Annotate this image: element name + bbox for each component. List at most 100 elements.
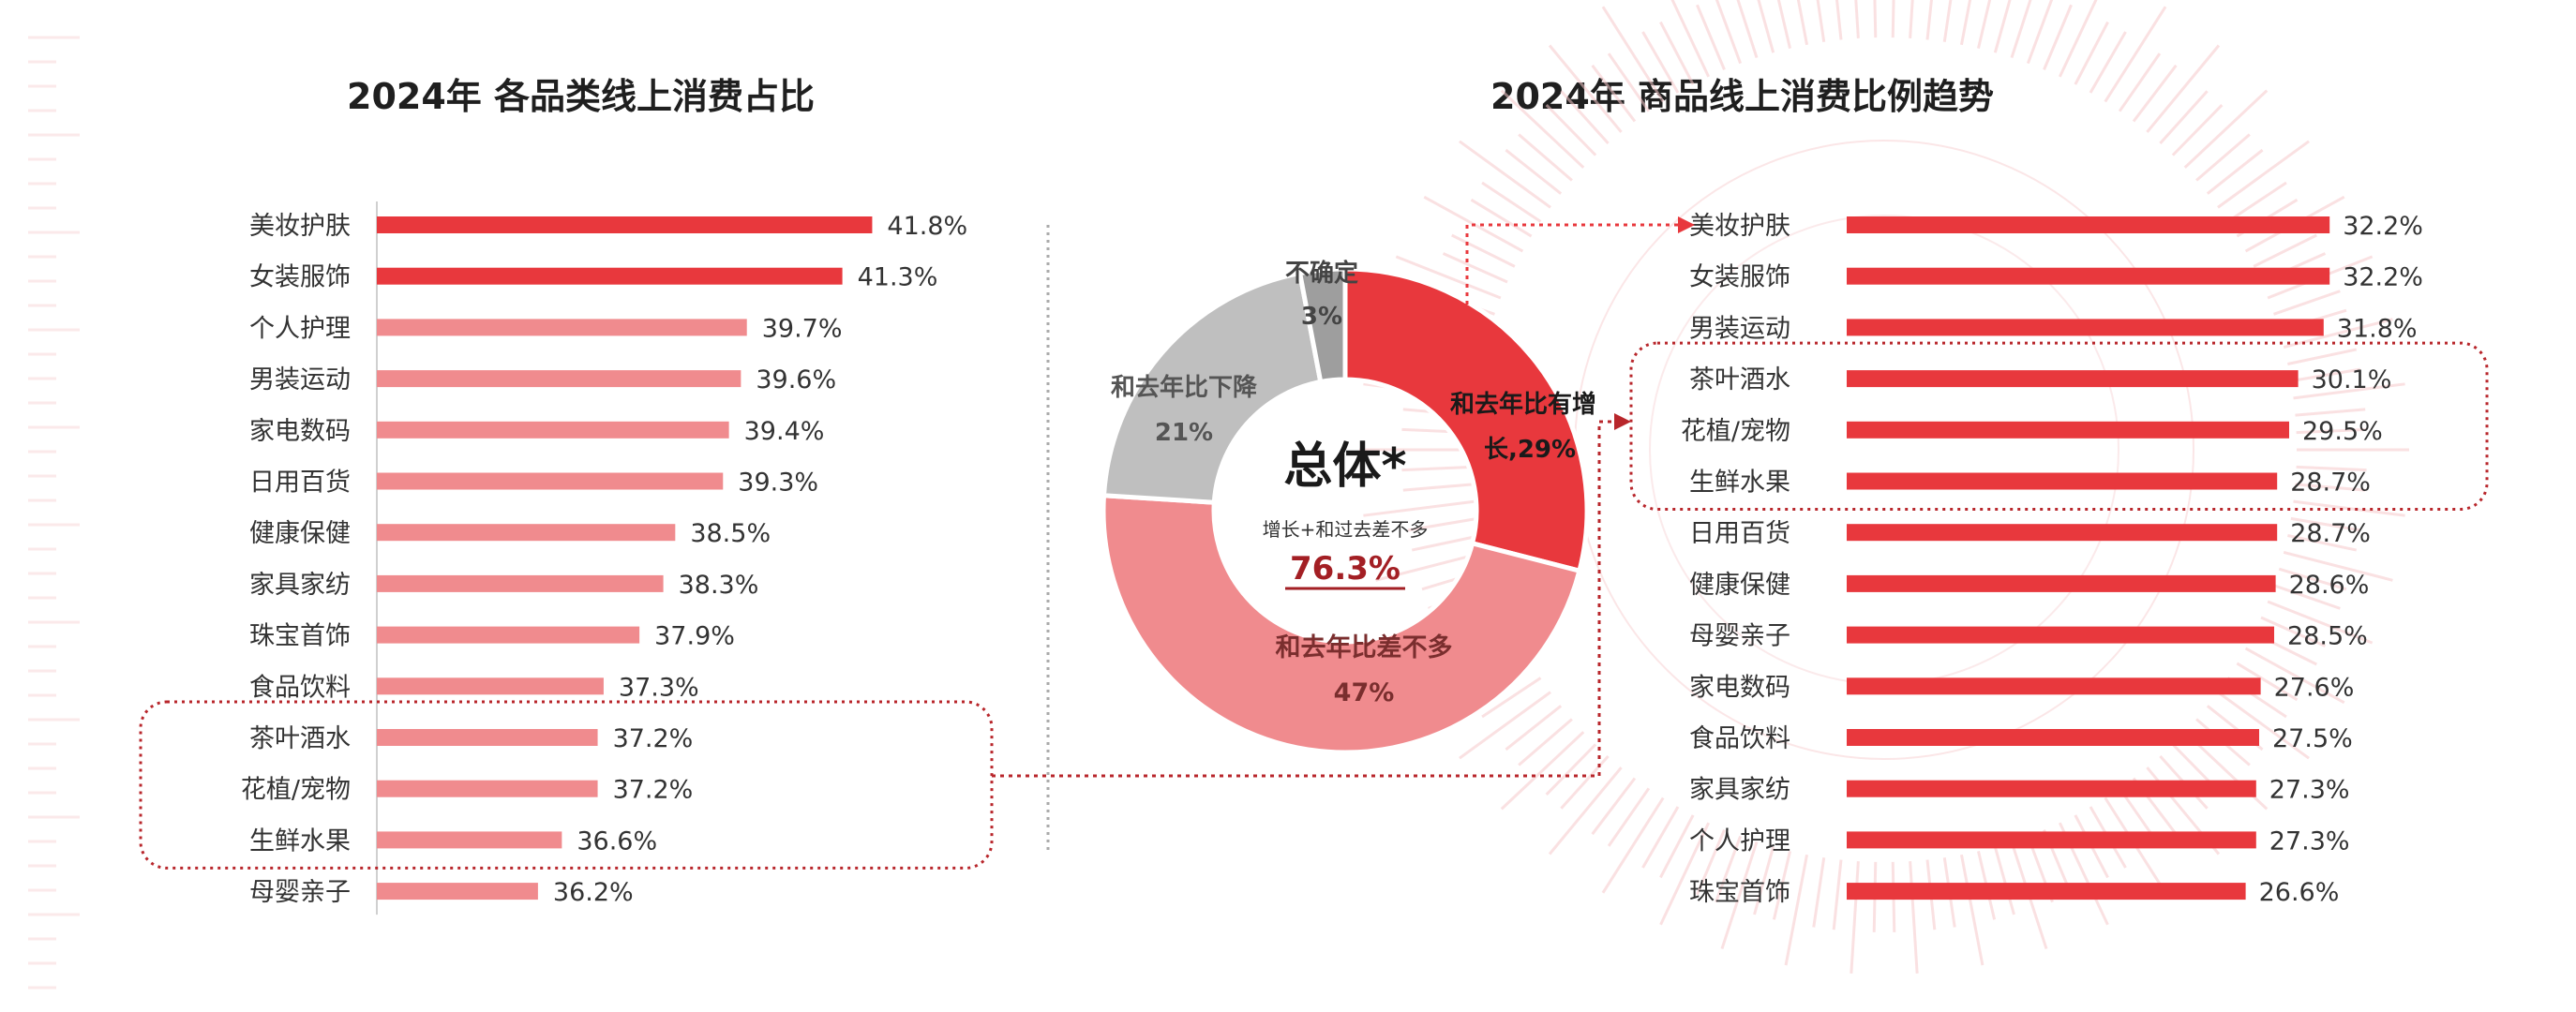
- right-bar: [1847, 472, 2278, 490]
- deco-ray: [1720, 841, 1759, 950]
- left-category-label: 珠宝首饰: [249, 622, 351, 651]
- right-category-label: 茶叶酒水: [1689, 365, 1790, 394]
- left-value-label: 37.2%: [613, 724, 694, 753]
- deco-ray: [1505, 705, 1563, 752]
- deco-ray: [2287, 348, 2358, 365]
- left-bar: [377, 421, 729, 439]
- left-category-label: 母婴亲子: [249, 878, 351, 907]
- deco-ray: [1776, 0, 1791, 49]
- deco-ray: [1659, 814, 1695, 879]
- left-category-label: 生鲜水果: [249, 826, 351, 856]
- left-category-label: 女装服饰: [249, 263, 351, 292]
- left-value-label: 41.3%: [858, 263, 938, 292]
- deco-ray: [1909, 0, 1914, 38]
- deco-ray: [1459, 691, 1551, 760]
- donut-slice: [1101, 270, 1324, 505]
- deco-ray: [1560, 90, 1610, 145]
- left-bar: [377, 216, 873, 233]
- deco-ray: [1641, 31, 1680, 94]
- deco-ray: [2089, 31, 2127, 94]
- connector-line: [992, 420, 1620, 778]
- left-value-label: 36.6%: [577, 826, 657, 856]
- deco-ray: [1401, 465, 1473, 472]
- left-value-label: 41.8%: [887, 212, 967, 241]
- right-bar: [1847, 267, 2330, 285]
- deco-ray: [1832, 859, 1843, 930]
- donut-center-title: 总体*: [1283, 439, 1406, 495]
- deco-ray: [1959, 854, 1984, 966]
- deco-ray: [1545, 103, 1597, 156]
- right-value-label: 26.6%: [2259, 878, 2340, 907]
- deco-ray: [1993, 846, 2015, 915]
- left-category-label: 茶叶酒水: [249, 724, 351, 753]
- left-category-label: 家具家纺: [249, 571, 351, 600]
- deco-ray: [1505, 148, 1563, 195]
- slice-label-up: 和去年比有增: [1450, 390, 1596, 419]
- deco-ray: [2104, 6, 2167, 103]
- right-bar: [1847, 883, 2246, 900]
- deco-ray: [2146, 44, 2221, 133]
- right-value-label: 28.7%: [2290, 469, 2371, 498]
- right-bar-chart: 美妆护肤 32.2% 女装服饰 32.2% 男装运动 31.8% 茶叶酒水 30.1% 花植/宠…: [1629, 212, 2489, 907]
- right-bar: [1847, 677, 2261, 695]
- right-bar: [1847, 831, 2256, 849]
- right-chart-title: 2024年 商品线上消费比例趋势: [1490, 76, 1994, 117]
- right-bar: [1847, 421, 2289, 439]
- left-value-label: 37.2%: [613, 776, 694, 805]
- right-category-label: 生鲜水果: [1689, 469, 1790, 498]
- deco-ray: [2283, 550, 2393, 582]
- left-category-label: 健康保健: [249, 519, 351, 548]
- left-bar: [377, 780, 598, 797]
- deco-ray: [2217, 140, 2310, 209]
- deco-ray: [1854, 0, 1860, 38]
- left-category-label: 个人护理: [249, 314, 351, 343]
- deco-ray: [2253, 233, 2317, 268]
- deco-ray: [2159, 90, 2209, 145]
- deco-ray: [1451, 233, 1516, 268]
- deco-ray: [1696, 829, 1726, 896]
- deco-ray: [1909, 861, 1919, 974]
- left-bar: [377, 626, 640, 644]
- deco-ray: [1942, 0, 1953, 42]
- right-value-label: 32.2%: [2343, 212, 2423, 241]
- deco-ray: [1500, 89, 1585, 169]
- deco-ray: [2278, 567, 2347, 591]
- left-value-label: 37.9%: [654, 622, 735, 651]
- right-bar: [1847, 370, 2299, 388]
- deco-ray: [1601, 796, 1665, 894]
- deco-ray: [2236, 662, 2299, 702]
- deco-ray: [1891, 0, 1895, 38]
- right-highlight-box: [1629, 341, 2489, 511]
- deco-ray: [1659, 21, 1695, 85]
- deco-ray: [1873, 0, 1878, 38]
- deco-ray: [1363, 499, 1475, 517]
- deco-ray: [1641, 806, 1680, 869]
- donut-center-value: 76.3%: [1290, 550, 1400, 588]
- deco-ray: [2058, 0, 2098, 78]
- right-value-label: 28.6%: [2289, 571, 2370, 600]
- right-value-label: 27.3%: [2269, 826, 2350, 856]
- right-bar: [1847, 729, 2259, 746]
- left-bar: [377, 472, 724, 490]
- right-value-label: 31.8%: [2337, 314, 2418, 343]
- deco-ray: [1835, 0, 1843, 40]
- deco-ray: [1481, 677, 1542, 719]
- deco-ray: [1548, 44, 1623, 133]
- donut-slice: [1296, 266, 1348, 385]
- right-category-label: 个人护理: [1689, 826, 1790, 856]
- right-bar: [1847, 319, 2324, 336]
- deco-ray: [2296, 427, 2367, 435]
- deco-ray: [2074, 21, 2109, 85]
- right-category-label: 美妆护肤: [1689, 212, 1790, 241]
- donut-slice: [1101, 493, 1582, 755]
- left-bar: [377, 883, 538, 900]
- deco-ray: [2226, 181, 2287, 223]
- deco-ray: [1757, 0, 1775, 53]
- left-value-label: 38.5%: [690, 519, 771, 548]
- deco-ray: [2290, 367, 2361, 383]
- left-category-label: 家电数码: [249, 417, 351, 446]
- deco-ray: [1736, 0, 1759, 58]
- deco-ray: [1812, 857, 1826, 928]
- deco-ray: [2295, 408, 2366, 417]
